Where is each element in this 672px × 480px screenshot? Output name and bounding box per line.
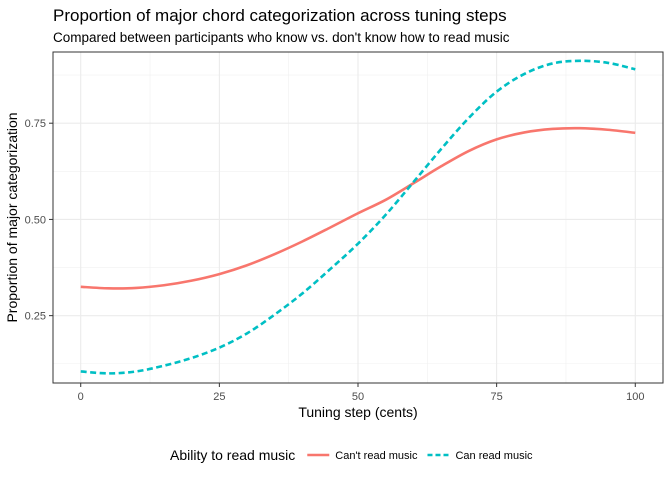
legend-title: Ability to read music [170,447,295,463]
series-line-2 [80,59,636,375]
y-tick-label: 0.75 [25,118,46,130]
x-tick-label: 25 [213,391,225,403]
x-tick-label: 75 [491,391,503,403]
chart-title: Proportion of major chord categorization… [53,6,507,25]
x-tick-label: 100 [626,391,644,403]
legend: Ability to read music Can't read music Ca… [170,447,533,463]
x-tick-label: 0 [78,391,84,403]
chart-subtitle: Compared between participants who know v… [53,30,510,45]
y-axis-title: Proportion of major categorization [4,112,20,322]
x-axis-title: Tuning step (cents) [298,404,417,420]
x-axis: 0 25 50 75 100 [78,383,644,403]
plot-area [52,51,664,384]
y-axis: 0.25 0.50 0.75 [25,118,53,323]
major-gridlines [53,52,663,383]
series-lines [80,59,636,375]
y-tick-label: 0.50 [25,214,46,226]
legend-label-2: Can read music [455,450,533,462]
series-line-1 [80,126,636,290]
y-tick-label: 0.25 [25,311,46,323]
legend-label-1: Can't read music [335,450,418,462]
x-tick-label: 50 [352,391,364,403]
